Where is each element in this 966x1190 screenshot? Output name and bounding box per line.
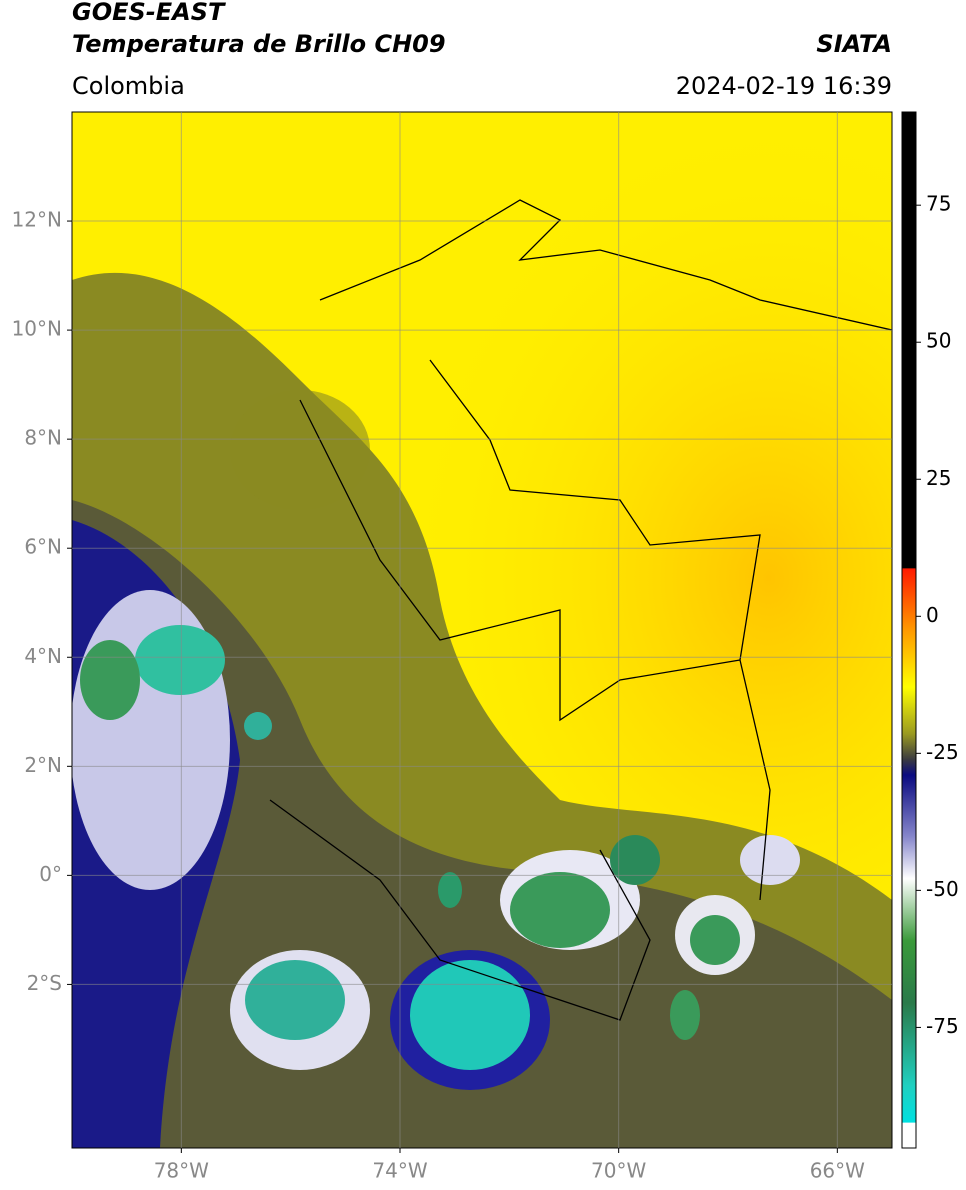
- x-tick-label: 70°W: [591, 1159, 646, 1183]
- colorbar-tick-label: 75: [926, 192, 951, 216]
- y-tick-label: 0°: [39, 862, 62, 886]
- colorbar-tick-label: -25: [926, 740, 959, 764]
- map-frame: [71, 111, 893, 1149]
- title-line1: GOES-EAST: [72, 0, 226, 26]
- y-tick-label: 10°N: [12, 317, 62, 341]
- y-tick-label: 4°N: [24, 644, 62, 668]
- datetime: 2024-02-19 16:39: [676, 72, 892, 100]
- x-tick-label: 66°W: [810, 1159, 865, 1183]
- x-tick-label: 78°W: [154, 1159, 209, 1183]
- y-tick-label: 12°N: [12, 208, 62, 232]
- colorbar: [901, 111, 917, 1149]
- satellite-image: [72, 112, 892, 1148]
- title-line2: Temperatura de Brillo CH09: [72, 30, 446, 58]
- source: SIATA: [816, 30, 892, 58]
- y-tick-label: 8°N: [24, 426, 62, 450]
- colorbar-tick-label: 0: [926, 603, 939, 627]
- colorbar-tick-label: 50: [926, 329, 951, 353]
- y-tick-label: 6°N: [24, 535, 62, 559]
- colorbar-tick-label: -50: [926, 877, 959, 901]
- y-tick-label: 2°N: [24, 753, 62, 777]
- x-tick-label: 74°W: [372, 1159, 427, 1183]
- region: Colombia: [72, 72, 185, 100]
- y-tick-label: 2°S: [27, 971, 62, 995]
- colorbar-tick-label: 25: [926, 466, 951, 490]
- colorbar-tick-label: -75: [926, 1014, 959, 1038]
